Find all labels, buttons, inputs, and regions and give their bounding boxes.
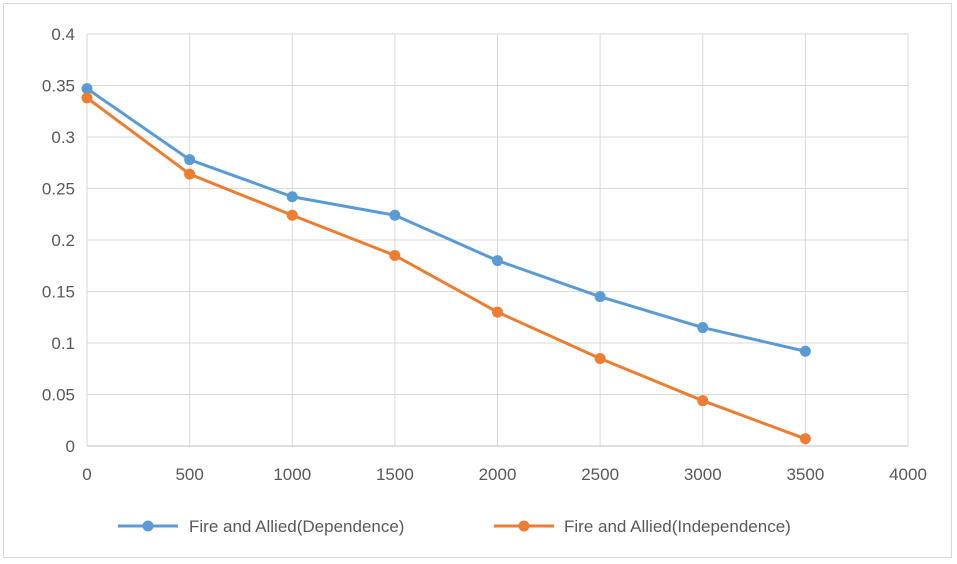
y-tick-label: 0.15 — [42, 283, 75, 302]
chart-frame — [3, 3, 952, 558]
y-tick-label: 0.35 — [42, 77, 75, 96]
series-lines — [81, 83, 811, 445]
data-point — [81, 83, 93, 95]
data-point — [697, 395, 709, 407]
legend-swatch-marker — [142, 520, 154, 532]
x-axis-ticks: 0 500 1000 1500 2000 2500 3000 3500 4000 — [82, 465, 927, 484]
x-tick-label: 500 — [175, 465, 203, 484]
x-tick-label: 1500 — [376, 465, 414, 484]
x-tick-label: 4000 — [889, 465, 927, 484]
y-tick-label: 0 — [66, 437, 75, 456]
data-point — [81, 92, 93, 104]
data-point — [184, 154, 196, 166]
y-tick-label: 0.2 — [51, 231, 75, 250]
data-point — [286, 191, 298, 203]
data-point — [594, 291, 606, 303]
legend-label: Fire and Allied(Dependence) — [189, 517, 404, 536]
data-point — [697, 322, 709, 334]
y-tick-label: 0.05 — [42, 386, 75, 405]
data-point — [594, 352, 606, 364]
data-point — [389, 249, 401, 261]
legend: Fire and Allied(Dependence) Fire and Alli… — [118, 517, 791, 536]
data-point — [184, 168, 196, 180]
gridlines — [86, 33, 909, 447]
y-tick-label: 0.3 — [51, 128, 75, 147]
data-point — [799, 433, 811, 445]
y-tick-label: 0.1 — [51, 334, 75, 353]
legend-label: Fire and Allied(Independence) — [564, 517, 791, 536]
series-line-1 — [86, 87, 806, 353]
x-tick-label: 2000 — [479, 465, 517, 484]
y-axis-ticks: 0 0.05 0.1 0.15 0.2 0.25 0.3 0.35 0.4 — [42, 25, 75, 456]
data-point — [799, 345, 811, 357]
data-point — [389, 209, 401, 221]
x-tick-label: 0 — [82, 465, 91, 484]
x-tick-label: 3000 — [684, 465, 722, 484]
y-tick-label: 0.25 — [42, 180, 75, 199]
data-point — [492, 306, 503, 318]
x-tick-label: 3500 — [786, 465, 824, 484]
data-point — [286, 209, 298, 221]
x-tick-label: 2500 — [581, 465, 619, 484]
y-tick-label: 0.4 — [51, 25, 75, 44]
legend-swatch-marker — [518, 520, 530, 532]
x-tick-label: 1000 — [273, 465, 311, 484]
series-line-2 — [86, 96, 806, 441]
data-point — [492, 255, 503, 267]
